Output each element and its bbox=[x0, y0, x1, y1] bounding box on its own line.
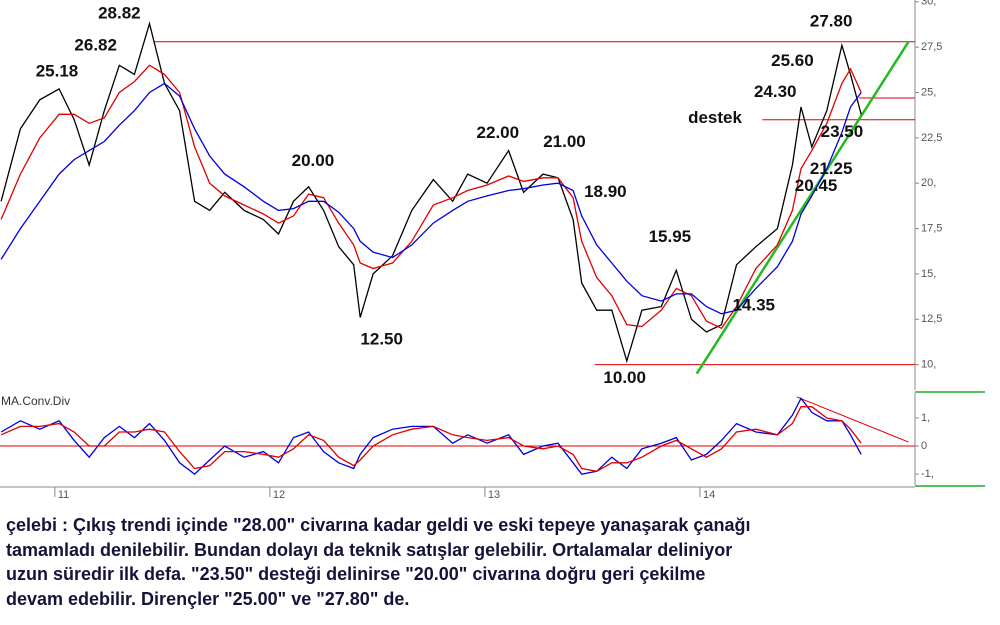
commentary-line: çelebi : Çıkış trendi içinde "28.00" civ… bbox=[6, 515, 751, 535]
commentary-line: tamamladı denilebilir. Bundan dolayı da … bbox=[6, 539, 733, 560]
y-tick-label: 27,5 bbox=[921, 41, 942, 53]
panel-title: MA.Conv.Div bbox=[1, 394, 70, 408]
y-tick-label: 0 bbox=[921, 440, 927, 452]
series-line bbox=[0, 397, 862, 475]
reference-line bbox=[695, 41, 910, 375]
annotation: 20.45 bbox=[795, 176, 838, 195]
annotation: 18.90 bbox=[584, 182, 627, 201]
annotation: 24.30 bbox=[754, 82, 797, 101]
annotation: 21.00 bbox=[543, 132, 586, 151]
annotation: 23.50 bbox=[821, 122, 864, 141]
annotation: 25.18 bbox=[36, 61, 79, 80]
commentary-line: uzun süredir ilk defa. "23.50" desteği d… bbox=[6, 564, 706, 584]
y-tick-label: 15, bbox=[921, 268, 936, 280]
series-line bbox=[0, 64, 862, 330]
x-tick-label: 14 bbox=[703, 489, 715, 501]
annotation: 20.00 bbox=[292, 151, 335, 170]
annotation: 28.82 bbox=[98, 3, 141, 22]
reference-line bbox=[796, 396, 909, 443]
annotation: destek bbox=[688, 108, 742, 127]
annotation: 25.60 bbox=[771, 51, 814, 70]
series-line bbox=[0, 82, 862, 315]
x-tick-label: 13 bbox=[488, 489, 500, 501]
y-tick-label: -1, bbox=[921, 468, 934, 480]
series-line bbox=[0, 406, 862, 472]
annotation: 15.95 bbox=[649, 227, 692, 246]
annotation: 14.35 bbox=[732, 295, 775, 314]
y-tick-label: 22,5 bbox=[921, 132, 942, 144]
annotation: 27.80 bbox=[810, 11, 853, 30]
annotation: 21.25 bbox=[810, 159, 853, 178]
commentary: çelebi : Çıkış trendi içinde "28.00" civ… bbox=[6, 513, 996, 611]
x-tick-label: 12 bbox=[273, 489, 285, 501]
y-tick-label: 17,5 bbox=[921, 222, 942, 234]
y-tick-label: 20, bbox=[921, 177, 936, 189]
annotation: 22.00 bbox=[477, 123, 520, 142]
annotation: 12.50 bbox=[360, 329, 403, 348]
y-tick-label: 12,5 bbox=[921, 313, 942, 325]
series-line bbox=[0, 21, 862, 364]
x-tick-label: 11 bbox=[58, 489, 69, 501]
commentary-line: devam edebilir. Dirençler "25.00" ve "27… bbox=[6, 588, 410, 609]
y-tick-label: 1, bbox=[921, 412, 930, 424]
y-tick-label: 25, bbox=[921, 86, 936, 98]
chart: 10, 12,5 15, 17,5 20, 22,5 25, 27,5 30, 28.82 26.8… bbox=[0, 0, 985, 501]
y-tick-label: 10, bbox=[921, 359, 936, 371]
y-tick-label: 30, bbox=[921, 0, 936, 8]
annotation: 26.82 bbox=[74, 35, 117, 54]
annotation: 10.00 bbox=[603, 368, 646, 387]
